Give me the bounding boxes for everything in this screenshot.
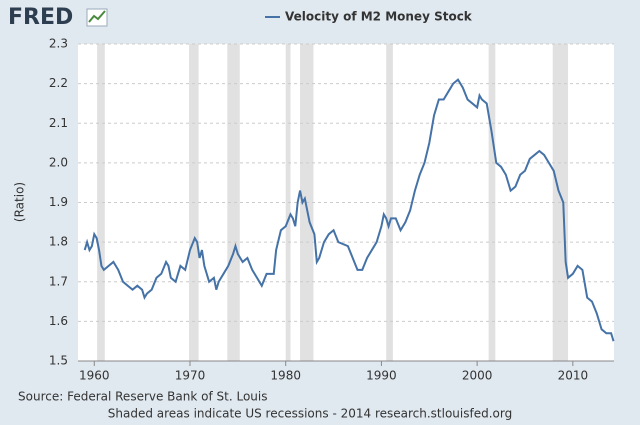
y-tick-label: 2.3	[49, 37, 68, 51]
y-tick-label: 1.9	[49, 195, 68, 209]
x-tick-label: 1960	[79, 369, 110, 383]
x-tick-label: 1970	[175, 369, 206, 383]
x-tick-label: 1990	[366, 369, 397, 383]
y-tick-label: 2.0	[49, 155, 68, 169]
x-tick-label: 1980	[270, 369, 301, 383]
note: Shaded areas indicate US recessions - 20…	[108, 407, 512, 421]
source: Source: Federal Reserve Bank of St. Loui…	[18, 390, 267, 404]
x-tick-label: 2000	[462, 369, 493, 383]
legend-label: Velocity of M2 Money Stock	[285, 10, 473, 24]
logo-icon	[88, 10, 106, 23]
recession-shade	[386, 44, 393, 361]
y-tick-label: 1.7	[49, 274, 68, 288]
recession-shade	[488, 44, 496, 361]
x-tick-label: 2010	[558, 369, 589, 383]
y-tick-label: 2.2	[49, 76, 68, 90]
recession-shade	[97, 44, 105, 361]
logo: FRED	[8, 5, 73, 30]
y-axis-label: (Ratio)	[13, 182, 27, 222]
series-line	[83, 78, 615, 342]
y-tick-label: 1.6	[49, 314, 68, 328]
y-tick-label: 1.8	[49, 235, 68, 249]
y-tick-label: 1.5	[49, 354, 68, 368]
y-tick-label: 2.1	[49, 116, 68, 130]
